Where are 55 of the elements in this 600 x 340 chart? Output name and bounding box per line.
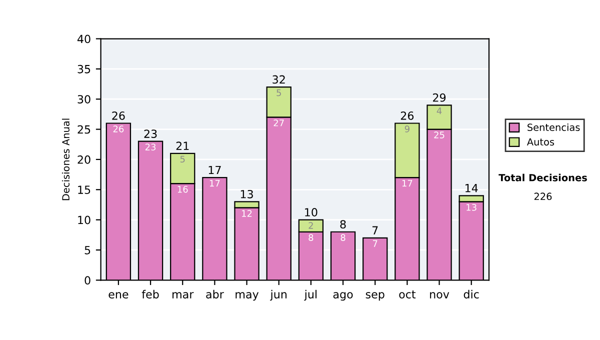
x-tick-label: jul — [304, 290, 317, 301]
y-tick-label: 35 — [78, 64, 90, 74]
data-label: 17 — [210, 180, 220, 187]
total-label: 8 — [340, 220, 346, 229]
legend-label: Autos — [526, 138, 554, 146]
x-tick-label: may — [236, 292, 259, 301]
y-axis-title: Decisiones Anual — [62, 118, 70, 200]
data-label: 27 — [274, 119, 284, 126]
total-label: 14 — [466, 184, 478, 192]
x-tick-label: dic — [464, 290, 479, 298]
data-label: 2 — [308, 222, 313, 229]
y-tick-label: 25 — [78, 125, 90, 134]
data-label: 13 — [466, 204, 476, 211]
total-label: 13 — [240, 190, 253, 198]
total-label: 21 — [176, 142, 189, 150]
data-label: 9 — [404, 126, 410, 132]
data-label: 25 — [434, 132, 444, 138]
x-tick-label: ene — [108, 292, 128, 298]
x-tick-label: feb — [142, 290, 159, 298]
total-label: 10 — [305, 208, 318, 216]
data-label: 5 — [276, 89, 281, 96]
total-label: 17 — [208, 166, 221, 174]
data-label: 17 — [402, 180, 412, 187]
x-tick-label: nov — [430, 292, 450, 298]
total-label: 32 — [272, 75, 285, 84]
y-tick-label: 40 — [77, 34, 90, 44]
text: 226 — [534, 192, 552, 200]
data-label: 7 — [372, 240, 378, 247]
x-tick-label: oct — [399, 290, 416, 298]
data-label: 12 — [242, 210, 252, 217]
y-tick-label: 5 — [84, 246, 90, 254]
data-label: 8 — [340, 234, 346, 241]
total-label: 29 — [433, 93, 446, 102]
y-tick-label: 30 — [78, 95, 90, 104]
x-tick-label: sep — [366, 292, 384, 301]
data-label: 23 — [145, 144, 156, 150]
x-tick-label: ago — [333, 292, 353, 301]
total-label: 26 — [400, 111, 414, 120]
total-label: 7 — [372, 226, 378, 234]
data-label: 8 — [308, 234, 314, 241]
data-label: 16 — [178, 186, 188, 193]
y-tick-label: 15 — [78, 186, 90, 194]
data-label: 4 — [436, 108, 442, 114]
y-tick-label: 0 — [84, 276, 90, 285]
total-label: 23 — [144, 130, 157, 138]
x-tick-label: abr — [206, 290, 224, 298]
x-tick-label: mar — [172, 292, 194, 298]
legend-label: Sentencias — [528, 123, 580, 132]
y-tick-label: 10 — [78, 216, 90, 224]
text: Total Decisiones — [498, 174, 587, 182]
data-label: 26 — [113, 126, 124, 132]
x-tick-label: jun — [270, 290, 286, 301]
y-tick-label: 20 — [78, 155, 90, 164]
data-label: 5 — [180, 156, 185, 163]
total-label: 26 — [112, 111, 125, 120]
